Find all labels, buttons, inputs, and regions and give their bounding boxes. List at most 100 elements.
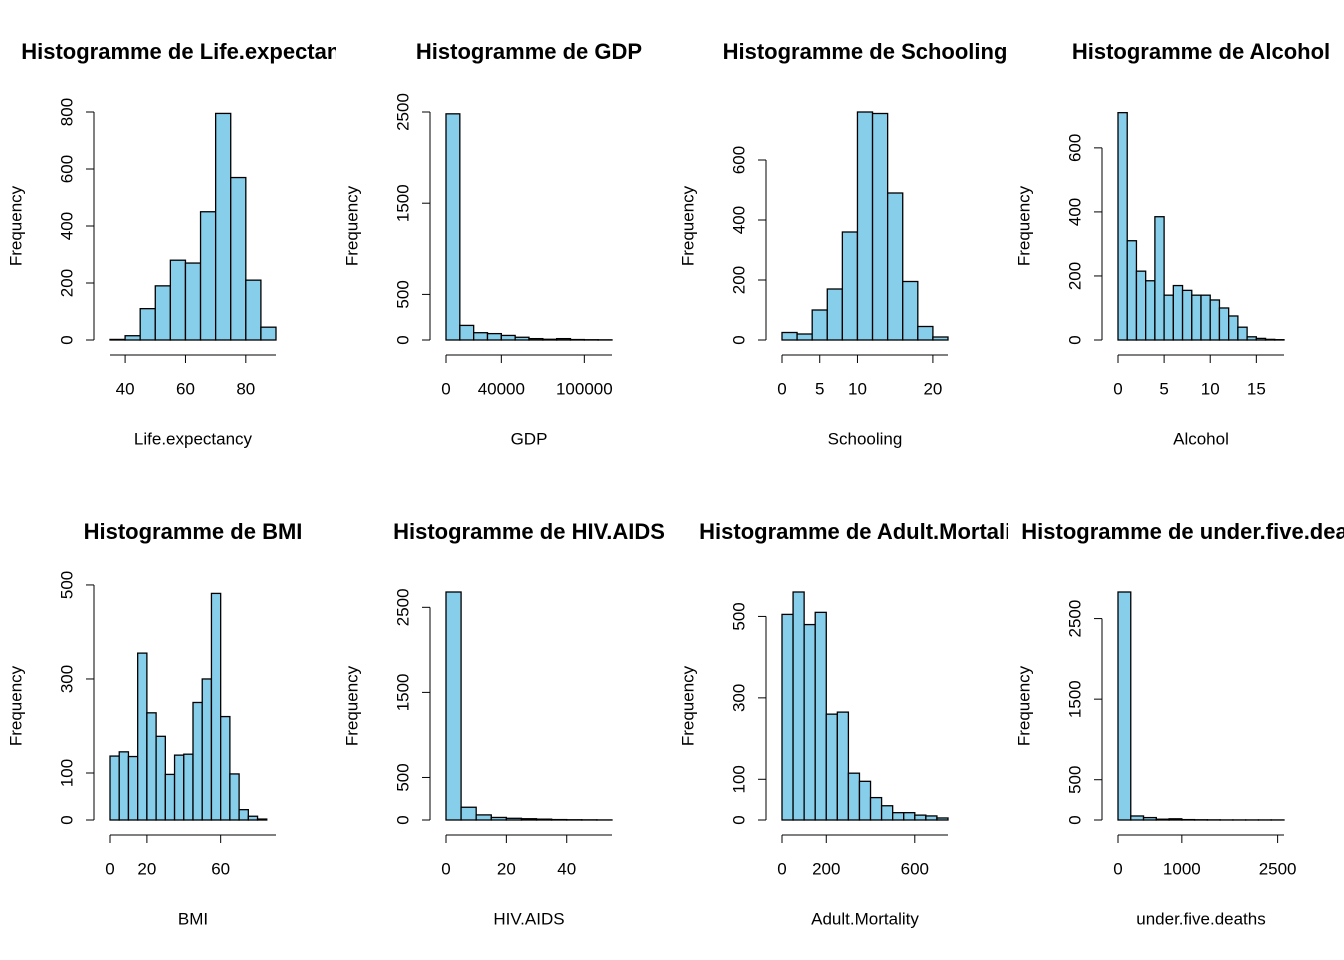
y-tick-label: 2500 bbox=[393, 588, 412, 626]
bar bbox=[260, 326, 277, 341]
bar bbox=[245, 279, 262, 341]
chart-title: Histogramme de BMI bbox=[84, 519, 303, 544]
chart-title: Histogramme de Adult.Mortality bbox=[699, 519, 1031, 544]
bar bbox=[903, 812, 916, 821]
bar bbox=[118, 751, 130, 821]
y-tick-label: 0 bbox=[57, 335, 76, 344]
bar bbox=[858, 780, 872, 821]
bar bbox=[917, 325, 934, 341]
x-axis-label: HIV.AIDS bbox=[493, 909, 564, 928]
bar bbox=[856, 111, 874, 341]
bar bbox=[1117, 591, 1132, 821]
bar bbox=[781, 613, 794, 821]
bar bbox=[1168, 818, 1183, 821]
y-tick-label: 0 bbox=[57, 815, 76, 824]
bar bbox=[139, 307, 156, 341]
bar bbox=[229, 773, 240, 821]
x-tick-label: 10 bbox=[1201, 379, 1220, 398]
y-tick-label: 500 bbox=[1065, 766, 1084, 794]
bar bbox=[847, 772, 861, 821]
bar bbox=[210, 592, 222, 821]
y-tick-label: 0 bbox=[1065, 335, 1084, 344]
bar bbox=[475, 814, 492, 821]
bar bbox=[556, 337, 572, 341]
bar bbox=[1237, 326, 1248, 341]
chart-title: Histogramme de Schooling bbox=[723, 39, 1008, 64]
bar bbox=[214, 112, 232, 341]
y-tick-label: 0 bbox=[729, 335, 748, 344]
bar bbox=[238, 809, 249, 821]
bar bbox=[1255, 337, 1267, 341]
bar bbox=[124, 335, 141, 341]
y-tick-label: 0 bbox=[393, 815, 412, 824]
y-tick-label: 100 bbox=[57, 759, 76, 787]
y-tick-label: 500 bbox=[57, 571, 76, 599]
histogram-panel: Histogramme de Schooling 0 5 10 20 Schooling 0… bbox=[678, 39, 1007, 449]
histogram-panel: Histogramme de GDP 0 40000 100000 GDP 0 500 150… bbox=[342, 39, 642, 449]
bar bbox=[914, 814, 927, 821]
chart-title: Histogramme de HIV.AIDS bbox=[393, 519, 665, 544]
x-tick-label: 40000 bbox=[478, 379, 525, 398]
x-axis-label: Schooling bbox=[828, 429, 903, 448]
bar bbox=[155, 735, 166, 821]
bar bbox=[192, 701, 203, 821]
bar bbox=[886, 192, 904, 341]
bar bbox=[1135, 270, 1147, 341]
y-tick-label: 500 bbox=[393, 280, 412, 308]
title-group: Histogramme de GDP bbox=[416, 39, 642, 64]
x-tick-label: 1000 bbox=[1163, 859, 1201, 878]
x-tick-label: 0 bbox=[105, 859, 114, 878]
y-tick-label: 0 bbox=[393, 335, 412, 344]
histogram-panel: Histogramme de Adult.Mortality 0 200 600 Adu… bbox=[678, 519, 1031, 929]
bar bbox=[1209, 299, 1221, 341]
y-tick-label: 2500 bbox=[393, 93, 412, 131]
bar bbox=[825, 713, 838, 821]
y-tick-label: 600 bbox=[57, 155, 76, 183]
x-tick-label: 20 bbox=[137, 859, 156, 878]
bar bbox=[247, 815, 259, 821]
x-tick-label: 100000 bbox=[556, 379, 613, 398]
x-tick-label: 0 bbox=[441, 379, 450, 398]
title-group: Histogramme de Adult.Mortality bbox=[699, 519, 1031, 544]
y-tick-label: 100 bbox=[729, 765, 748, 793]
y-tick-label: 600 bbox=[729, 146, 748, 174]
bar bbox=[792, 591, 805, 821]
y-tick-label: 300 bbox=[57, 665, 76, 693]
bar bbox=[1142, 816, 1157, 821]
bar bbox=[514, 336, 530, 341]
x-axis-label: under.five.deaths bbox=[1136, 909, 1265, 928]
x-axis-label: GDP bbox=[511, 429, 548, 448]
x-axis-label: Life.expectancy bbox=[134, 429, 253, 448]
bar bbox=[796, 333, 813, 341]
bar bbox=[841, 231, 859, 341]
x-tick-label: 10 bbox=[848, 379, 867, 398]
bar bbox=[445, 591, 462, 821]
bar bbox=[1181, 289, 1193, 341]
bar bbox=[925, 815, 938, 821]
chart-title: Histogramme de Alcohol bbox=[1072, 39, 1330, 64]
bar bbox=[505, 817, 523, 821]
bar bbox=[520, 818, 538, 821]
bar bbox=[936, 817, 949, 821]
bar bbox=[1154, 216, 1165, 341]
y-tick-label: 400 bbox=[729, 206, 748, 234]
bar bbox=[811, 309, 828, 341]
bar bbox=[781, 331, 798, 341]
bar bbox=[445, 113, 461, 341]
y-tick-label: 1500 bbox=[393, 184, 412, 222]
x-tick-label: 5 bbox=[815, 379, 824, 398]
y-tick-label: 500 bbox=[729, 602, 748, 630]
bar bbox=[473, 332, 489, 341]
bar bbox=[932, 336, 949, 341]
chart-title: Histogramme de GDP bbox=[416, 39, 642, 64]
x-tick-label: 15 bbox=[1247, 379, 1266, 398]
bar bbox=[1130, 815, 1145, 821]
x-axis-label: BMI bbox=[178, 909, 208, 928]
bar bbox=[535, 818, 553, 821]
x-tick-label: 2500 bbox=[1259, 859, 1297, 878]
y-tick-label: 0 bbox=[729, 815, 748, 824]
bar bbox=[256, 818, 268, 821]
bar bbox=[814, 611, 827, 821]
y-tick-label: 300 bbox=[729, 684, 748, 712]
